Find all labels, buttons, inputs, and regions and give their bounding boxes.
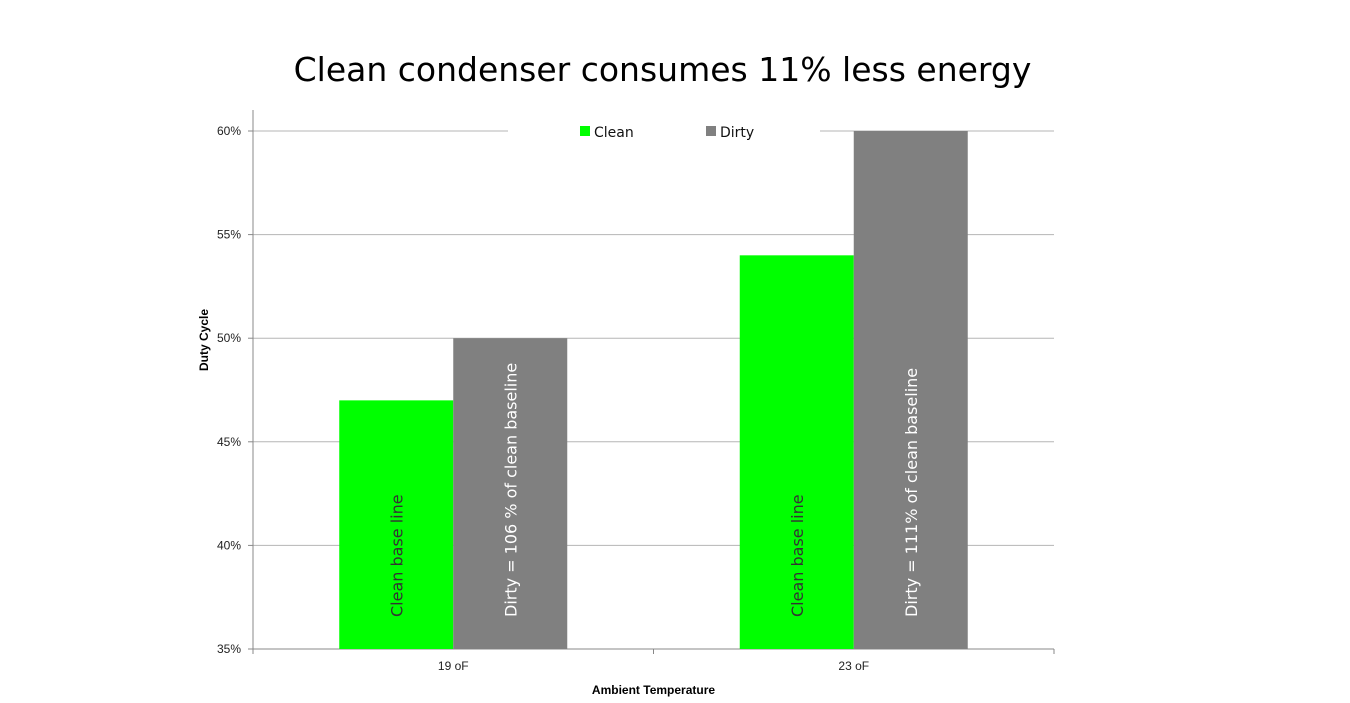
legend-label-clean: Clean [594, 125, 634, 141]
y-tick-label: 50% [217, 331, 241, 345]
bar-data-label: Clean base line [788, 494, 807, 617]
y-tick-label: 60% [217, 124, 241, 138]
x-tick-label: 23 oF [838, 659, 869, 673]
bars [339, 131, 968, 649]
legend-background [508, 120, 820, 142]
bar-data-label: Dirty = 111% of clean baseline [902, 368, 921, 617]
legend-swatch-dirty [706, 126, 716, 136]
legend-label-dirty: Dirty [720, 125, 754, 141]
y-axis-title: Duty Cycle [197, 309, 211, 371]
legend-swatch-clean [580, 126, 590, 136]
bar-data-label: Dirty = 106 % of clean baseline [501, 363, 520, 617]
bar-labels: Clean base line Dirty = 106 % of clean ba… [387, 363, 921, 617]
x-tick-label: 19 oF [438, 659, 469, 673]
y-tick-label: 55% [217, 228, 241, 242]
x-axis-title: Ambient Temperature [592, 683, 715, 697]
x-tick-labels: 19 oF 23 oF [252, 649, 1055, 673]
legend: Clean Dirty [508, 120, 820, 142]
bar-dirty [453, 338, 568, 649]
bar-clean [739, 255, 854, 649]
y-tick-label: 45% [217, 435, 241, 449]
bar-data-label: Clean base line [387, 494, 406, 617]
chart-title: Clean condenser consumes 11% less energy [293, 50, 1032, 89]
y-tick-label: 40% [217, 538, 241, 552]
bar-clean [339, 400, 454, 649]
y-tick-label: 35% [217, 642, 241, 656]
bar-dirty [853, 131, 968, 649]
y-tick-labels: 35% 40% 45% 50% 55% 60% [217, 124, 253, 656]
